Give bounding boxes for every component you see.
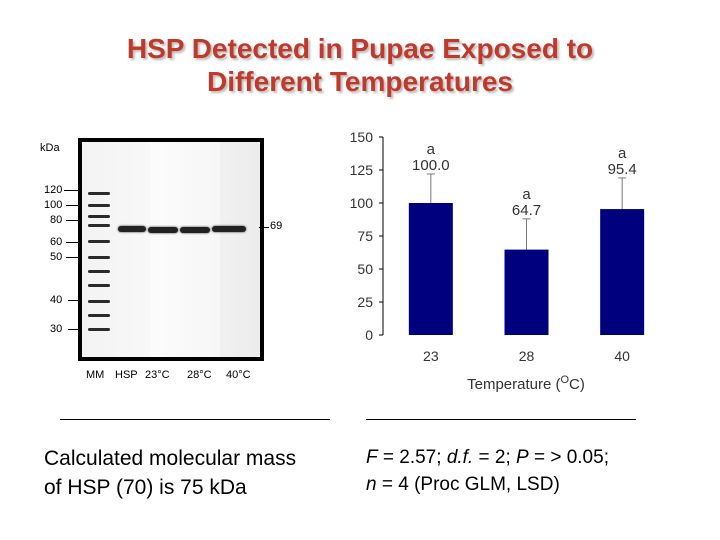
- ladder-band: [88, 192, 110, 195]
- x-tick-label-23: 23: [423, 348, 439, 364]
- band-label-69: 69: [270, 220, 283, 232]
- y-tick-label: 0: [365, 327, 373, 343]
- ladder-band: [88, 240, 110, 243]
- x-tick-label-28: 28: [519, 348, 535, 364]
- band-69-pointer: [259, 227, 269, 228]
- hsp-band-standard: [118, 226, 146, 232]
- ladder-band: [88, 224, 110, 227]
- marker-tick-100: [66, 205, 78, 206]
- value-label-23: 100.0: [412, 157, 450, 174]
- marker-label-50: 50: [50, 251, 63, 263]
- ladder-band: [88, 204, 110, 207]
- kda-label: kDa: [40, 142, 60, 154]
- ladder-band: [88, 270, 110, 273]
- y-tick-label: 150: [350, 129, 374, 145]
- statistics-note: F = 2.57; d.f. = 2; P = > 0.05; n = 4 (P…: [366, 444, 706, 498]
- left-divider: [60, 419, 330, 420]
- marker-label-60: 60: [50, 236, 63, 248]
- lane-label-40c: 40°C: [226, 369, 251, 381]
- hsp-band-28c: [180, 227, 210, 233]
- bar-23: [408, 203, 453, 335]
- ladder-band: [88, 300, 110, 303]
- stat-p-symbol: P: [516, 447, 529, 468]
- marker-tick-80: [66, 220, 78, 221]
- ladder-band: [88, 256, 110, 259]
- slide-title: HSP Detected in Pupae Exposed to Differe…: [0, 32, 720, 98]
- right-divider: [366, 419, 636, 420]
- y-tick-label: 100: [350, 195, 374, 211]
- title-line-1: HSP Detected in Pupae Exposed to: [126, 33, 594, 64]
- y-tick-label: 125: [350, 162, 374, 178]
- stat-df-symbol: d.f.: [446, 447, 474, 468]
- stat-df-value: = 2;: [473, 447, 516, 468]
- marker-label-80: 80: [50, 214, 63, 226]
- marker-tick-120: [64, 190, 78, 191]
- title-line-2: Different Temperatures: [206, 66, 513, 97]
- significance-letter-28: a: [522, 186, 531, 203]
- ladder-band: [88, 328, 110, 331]
- lane-label-28c: 28°C: [187, 369, 212, 381]
- value-label-28: 64.7: [512, 202, 541, 219]
- y-tick-label: 50: [357, 261, 373, 277]
- marker-tick-50: [66, 257, 78, 258]
- significance-letter-40: a: [618, 145, 627, 162]
- ladder-band: [88, 314, 110, 317]
- lane-label-mm: MM: [86, 369, 105, 381]
- x-axis-title: Temperature (OC): [467, 374, 585, 393]
- marker-tick-40: [68, 300, 78, 301]
- blot-lane-shading: [150, 142, 220, 357]
- marker-tick-60: [66, 242, 78, 243]
- bar-40: [600, 209, 645, 335]
- marker-label-40: 40: [50, 294, 63, 306]
- y-tick-label: 25: [357, 294, 373, 310]
- stat-f-symbol: F: [366, 447, 378, 468]
- stat-f-value: = 2.57;: [377, 447, 447, 468]
- stat-p-value: = > 0.05;: [528, 447, 609, 468]
- ladder-band: [88, 215, 110, 218]
- molecular-mass-note: Calculated molecular mass of HSP (70) is…: [44, 447, 297, 499]
- marker-label-100: 100: [44, 199, 63, 211]
- hsp-band-23c: [148, 227, 178, 233]
- marker-tick-30: [68, 329, 78, 330]
- significance-letter-23: a: [427, 141, 436, 158]
- marker-label-30: 30: [50, 323, 63, 335]
- stat-n-symbol: n: [366, 474, 377, 495]
- statistics-line-2: n = 4 (Proc GLM, LSD): [366, 471, 706, 498]
- statistics-line-1: F = 2.57; d.f. = 2; P = > 0.05;: [366, 444, 706, 471]
- marker-label-120: 120: [44, 184, 63, 196]
- lane-label-hsp: HSP: [115, 369, 138, 381]
- ladder-band: [88, 284, 110, 287]
- stat-n-value: = 4 (Proc GLM, LSD): [376, 474, 560, 495]
- bar-28: [504, 249, 549, 335]
- lane-label-23c: 23°C: [145, 369, 170, 381]
- x-tick-label-40: 40: [614, 348, 630, 364]
- hsp-band-40c: [212, 226, 246, 232]
- western-blot-image: [78, 138, 264, 361]
- y-tick-label: 75: [357, 228, 373, 244]
- value-label-40: 95.4: [608, 161, 637, 178]
